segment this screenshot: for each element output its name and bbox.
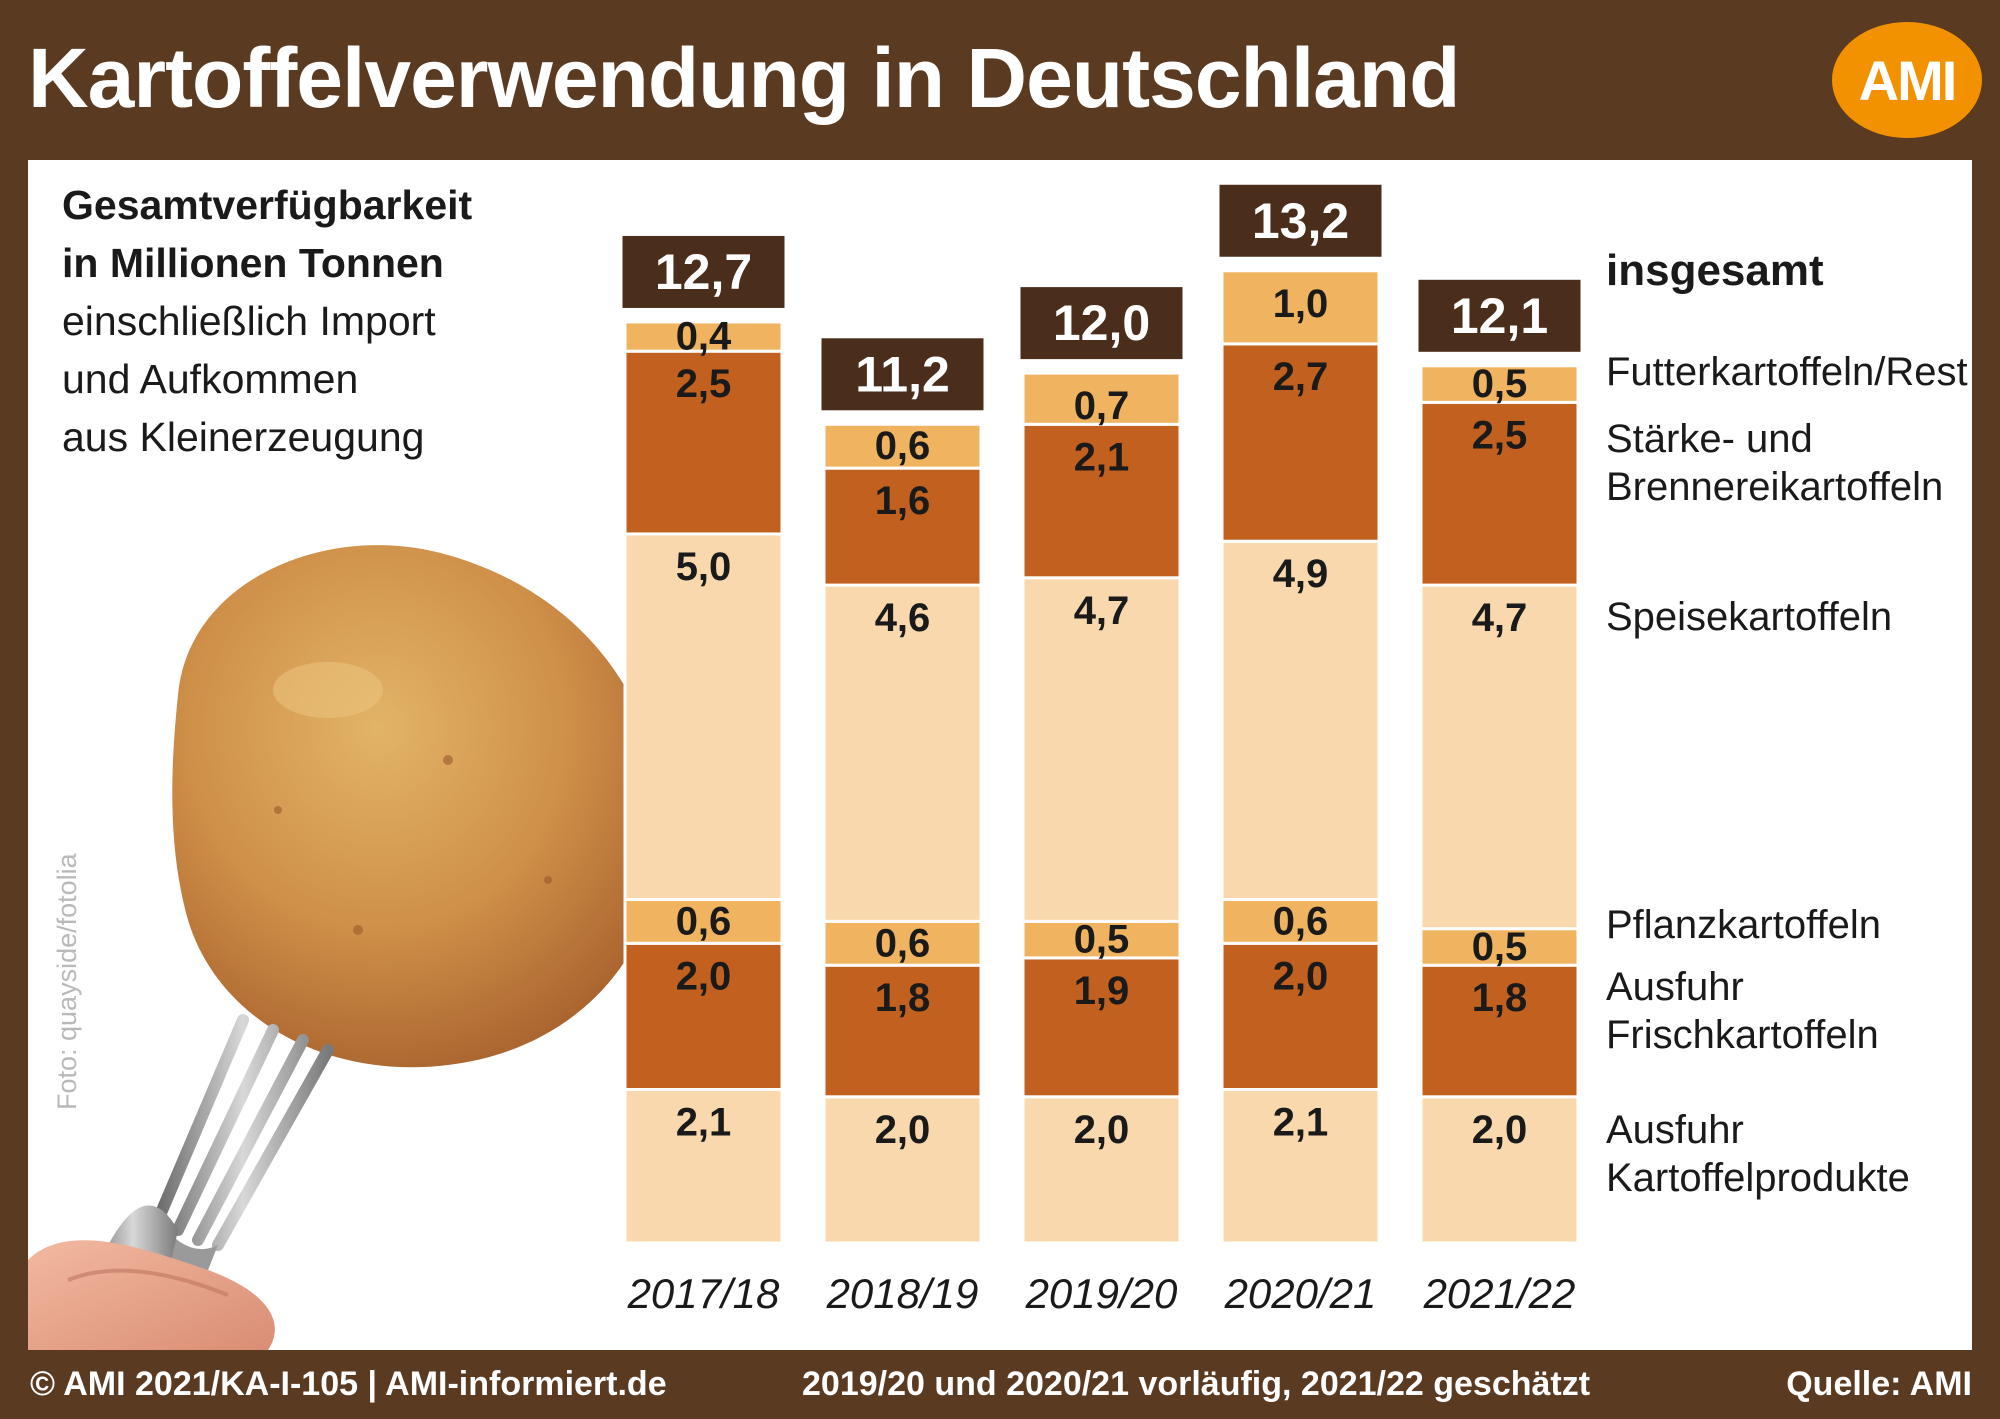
bar-segment-ausfuhr-frischkartoffeln <box>1220 941 1381 1091</box>
subtitle-line-5: aus Kleinerzeugung <box>62 414 425 460</box>
segment-value-label: 2,1 <box>1074 435 1130 479</box>
bar-segment-futterkartoffeln-rest <box>1220 269 1381 346</box>
segment-value-label: 1,0 <box>1273 282 1329 326</box>
segment-value-label: 1,9 <box>1074 969 1130 1013</box>
segment-value-label: 2,0 <box>1074 1108 1130 1152</box>
segment-value-label: 1,8 <box>1472 976 1528 1020</box>
bar-segment-pflanzkartoffeln <box>623 897 784 945</box>
segment-value-label: 2,0 <box>875 1108 931 1152</box>
segment-value-label: 0,7 <box>1074 384 1130 428</box>
hand <box>28 1240 275 1350</box>
segment-value-label: 0,5 <box>1472 925 1528 969</box>
total-legend-label: insgesamt <box>1606 246 1824 295</box>
footer-note: 2019/20 und 2020/21 vorläufig, 2021/22 g… <box>802 1365 1591 1403</box>
legend-label-ausfuhr-frischkartoffeln: Frischkartoffeln <box>1606 1013 1879 1057</box>
legend-label-st-rke-und-brennereikartoffeln: Brennereikartoffeln <box>1606 465 1943 509</box>
header: Kartoffelverwendung in Deutschland AMI <box>0 0 2000 160</box>
segment-value-label: 2,0 <box>1472 1108 1528 1152</box>
potato-on-fork-photo <box>28 545 664 1350</box>
segment-value-label: 0,6 <box>875 424 931 468</box>
legend-label-speisekartoffeln: Speisekartoffeln <box>1606 595 1892 639</box>
segment-value-label: 2,5 <box>676 362 732 406</box>
segment-value-label: 2,1 <box>676 1100 732 1144</box>
bar-segment-ausfuhr-frischkartoffeln <box>1419 963 1580 1099</box>
subtitle-line-3: einschließlich Import <box>62 298 436 344</box>
segment-value-label: 2,0 <box>676 954 732 998</box>
total-value-label: 12,7 <box>655 244 752 300</box>
bar-segment-futterkartoffeln-rest <box>1419 364 1580 404</box>
footer-copyright: © AMI 2021/KA-I-105 | AMI-informiert.de <box>30 1365 667 1403</box>
bar-segment-ausfuhr-frischkartoffeln <box>1021 956 1182 1099</box>
bar-segment-speisekartoffeln <box>623 532 784 901</box>
bar-segment-futterkartoffeln-rest <box>822 422 983 470</box>
segment-value-label: 2,5 <box>1472 413 1528 457</box>
bar-segment-ausfuhr-kartoffelprodukte <box>822 1095 983 1245</box>
fork-tines <box>152 1014 334 1251</box>
segment-value-label: 1,8 <box>875 976 931 1020</box>
segment-value-label: 0,5 <box>1074 918 1130 962</box>
legend-label-pflanzkartoffeln: Pflanzkartoffeln <box>1606 903 1881 947</box>
total-box <box>1020 287 1183 360</box>
bar-segment-ausfuhr-kartoffelprodukte <box>1419 1095 1580 1245</box>
category-label: 2021/22 <box>1423 1270 1576 1317</box>
legend-label-ausfuhr-kartoffelprodukte: Ausfuhr <box>1606 1108 1744 1152</box>
category-label: 2018/19 <box>826 1270 979 1317</box>
bar-segment-speisekartoffeln <box>1220 539 1381 901</box>
logo-text: AMI <box>1858 48 1958 112</box>
segment-value-label: 5,0 <box>676 545 732 589</box>
bar-segment-st-rke-und-brennereikartoffeln <box>1419 400 1580 587</box>
bar-segment-st-rke-und-brennereikartoffeln <box>1220 342 1381 543</box>
legend-label-futterkartoffeln-rest: Futterkartoffeln/Rest <box>1606 350 1968 394</box>
stacked-bar-chart: 2,12,00,65,02,50,412,72017/182,01,80,64,… <box>622 184 1968 1317</box>
segment-value-label: 0,4 <box>676 315 732 359</box>
subtitle-line-4: und Aufkommen <box>62 356 359 402</box>
legend-label-ausfuhr-frischkartoffeln: Ausfuhr <box>1606 965 1744 1009</box>
segment-value-label: 1,6 <box>875 479 931 523</box>
subtitle-line-2: in Millionen Tonnen <box>62 240 444 286</box>
segment-value-label: 4,9 <box>1273 552 1329 596</box>
chart-subtitle: Gesamtverfügbarkeit in Millionen Tonnen … <box>62 176 622 466</box>
bar-segment-st-rke-und-brennereikartoffeln <box>1021 422 1182 580</box>
segment-value-label: 0,5 <box>1472 362 1528 406</box>
bar-segment-ausfuhr-kartoffelprodukte <box>623 1087 784 1245</box>
total-box <box>1418 279 1581 352</box>
segment-value-label: 2,0 <box>1273 954 1329 998</box>
total-box <box>821 338 984 411</box>
segment-value-label: 2,1 <box>1273 1100 1329 1144</box>
total-value-label: 11,2 <box>855 346 950 402</box>
segment-value-label: 4,7 <box>1472 596 1528 640</box>
footer-source: Quelle: AMI <box>1786 1365 1972 1403</box>
footer: © AMI 2021/KA-I-105 | AMI-informiert.de … <box>0 1350 2000 1419</box>
subtitle-line-1: Gesamtverfügbarkeit <box>62 182 473 228</box>
bar-segment-ausfuhr-frischkartoffeln <box>623 941 784 1091</box>
total-value-label: 12,0 <box>1053 295 1150 351</box>
category-label: 2020/21 <box>1224 1270 1377 1317</box>
bar-segment-ausfuhr-kartoffelprodukte <box>1220 1087 1381 1245</box>
legend-label-st-rke-und-brennereikartoffeln: Stärke- und <box>1606 417 1813 461</box>
ami-logo: AMI <box>1832 22 1982 138</box>
total-box <box>1219 184 1382 257</box>
segment-value-label: 0,6 <box>1273 899 1329 943</box>
bar-segment-st-rke-und-brennereikartoffeln <box>822 466 983 587</box>
bar-segment-futterkartoffeln-rest <box>1021 371 1182 426</box>
chart-title: Kartoffelverwendung in Deutschland <box>28 31 1460 125</box>
segment-value-label: 4,6 <box>875 596 931 640</box>
bar-segment-speisekartoffeln <box>1419 583 1580 931</box>
bar-segment-ausfuhr-kartoffelprodukte <box>1021 1095 1182 1245</box>
segment-value-label: 4,7 <box>1074 589 1130 633</box>
chart-panel: Gesamtverfügbarkeit in Millionen Tonnen … <box>28 160 1972 1350</box>
total-value-label: 13,2 <box>1252 193 1349 249</box>
category-label: 2019/20 <box>1025 1270 1178 1317</box>
bar-segment-pflanzkartoffeln <box>1220 897 1381 945</box>
segment-value-label: 0,6 <box>676 899 732 943</box>
segment-value-label: 0,6 <box>875 921 931 965</box>
segment-value-label: 2,7 <box>1273 355 1329 399</box>
bar-segment-futterkartoffeln-rest <box>623 320 784 353</box>
total-box <box>622 235 785 308</box>
total-value-label: 12,1 <box>1451 288 1548 344</box>
category-label: 2017/18 <box>627 1270 780 1317</box>
bar-segment-speisekartoffeln <box>1021 576 1182 923</box>
legend-label-ausfuhr-kartoffelprodukte: Kartoffelprodukte <box>1606 1156 1910 1200</box>
bar-segment-pflanzkartoffeln <box>1419 927 1580 967</box>
